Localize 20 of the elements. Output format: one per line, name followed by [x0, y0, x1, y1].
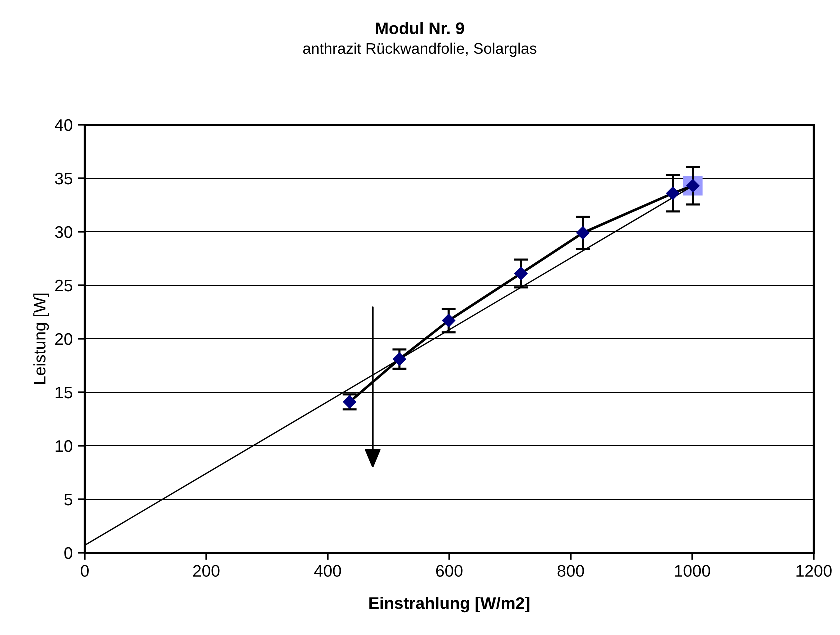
x-axis-title: Einstrahlung [W/m2]: [370, 597, 530, 613]
y-tick-label: 15: [56, 387, 72, 399]
y-tick-label: 10: [56, 440, 73, 452]
x-tick-label: 400: [314, 565, 342, 578]
x-tick-label: 1000: [675, 565, 710, 578]
x-tick-label: 0: [81, 565, 89, 578]
x-tick-label: 1200: [796, 565, 832, 578]
chart-title: Modul Nr. 9: [376, 22, 464, 34]
x-tick-label: 200: [193, 565, 220, 578]
x-tick-label: 600: [436, 565, 463, 578]
y-tick-label: 0: [64, 547, 73, 560]
y-tick-label: 30: [55, 226, 73, 238]
y-tick-label: 20: [55, 333, 73, 346]
y-axis-title: Leistung [W]: [34, 294, 50, 384]
chart-subtitle: anthrazit Rückwandfolie, Solarglas: [303, 42, 537, 58]
y-tick-label: 25: [55, 280, 72, 292]
y-tick-label: 5: [64, 494, 72, 506]
y-tick-label: 40: [55, 119, 73, 132]
x-tick-label: 800: [558, 565, 584, 578]
y-tick-label: 35: [55, 172, 72, 185]
